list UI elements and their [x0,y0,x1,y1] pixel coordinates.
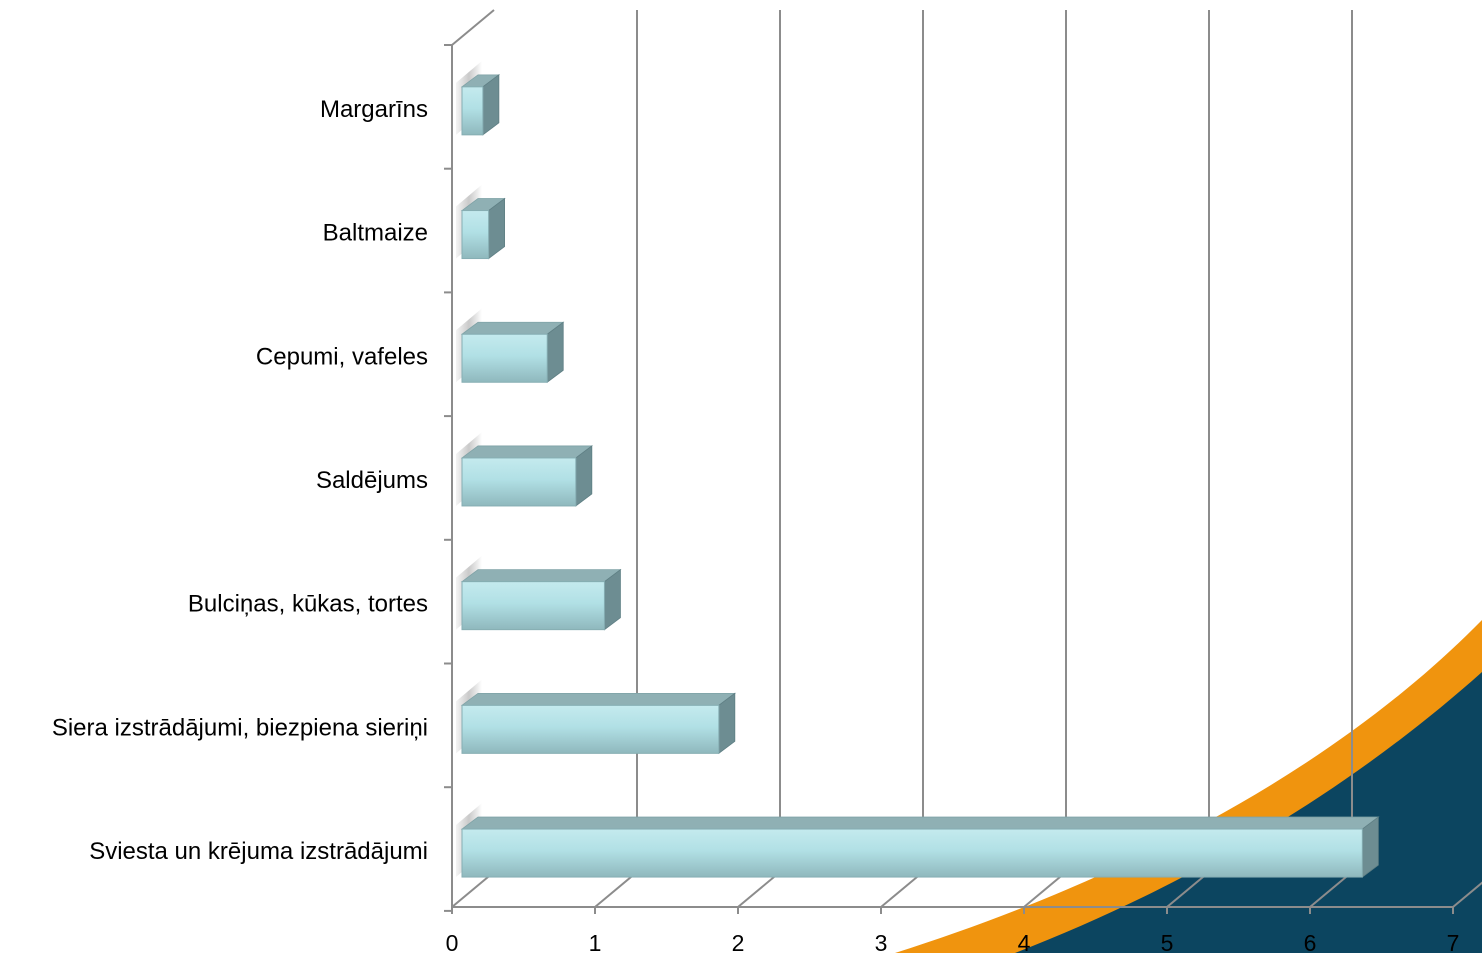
x-tick-label: 5 [1161,930,1174,953]
gridline-floor [451,871,495,908]
category-label: Cepumi, vafeles [256,343,428,370]
x-tick-label: 7 [1447,930,1460,953]
bar-top-face [460,445,594,459]
category-label: Baltmaize [323,220,428,247]
gridline-floor [1023,871,1067,908]
gridline-floor [737,871,781,908]
bar-top-face [460,321,565,335]
bar [461,457,577,507]
bar-top-face [460,816,1380,830]
grid [444,9,1482,914]
bar [461,581,605,631]
category-label: Sviesta un krējuma izstrādājumi [89,838,428,865]
category-label: Margarīns [320,96,428,123]
bar [461,828,1363,878]
bar [461,210,490,260]
gridline-floor [1309,871,1353,908]
x-tick-label: 2 [732,930,745,953]
swoosh-navy-band [1015,672,1482,953]
x-tick-label: 6 [1304,930,1317,953]
category-label: Bulciņas, kūkas, tortes [188,591,428,618]
category-label: Siera izstrādājumi, biezpiena sieriņi [52,714,428,741]
bar-top-face [460,692,737,706]
bar [461,86,484,136]
bars [456,60,1380,878]
x-tick-label: 3 [875,930,888,953]
gridline-floor [1166,871,1210,908]
gridline-floor [880,871,924,908]
x-tick-label: 0 [446,930,459,953]
x-tick-label: 1 [589,930,602,953]
wall-top-edge [451,9,495,46]
category-label: Saldējums [316,467,428,494]
bar [461,333,548,383]
bar [461,704,720,754]
background-swoosh [895,620,1482,953]
gridline-floor [1452,881,1482,908]
labels: Margarīns Baltmaize Cepumi, vafeles Saldēju… [52,96,1460,953]
x-tick-label: 4 [1018,930,1031,953]
gridline-floor [594,871,638,908]
bar-top-face [460,569,622,583]
